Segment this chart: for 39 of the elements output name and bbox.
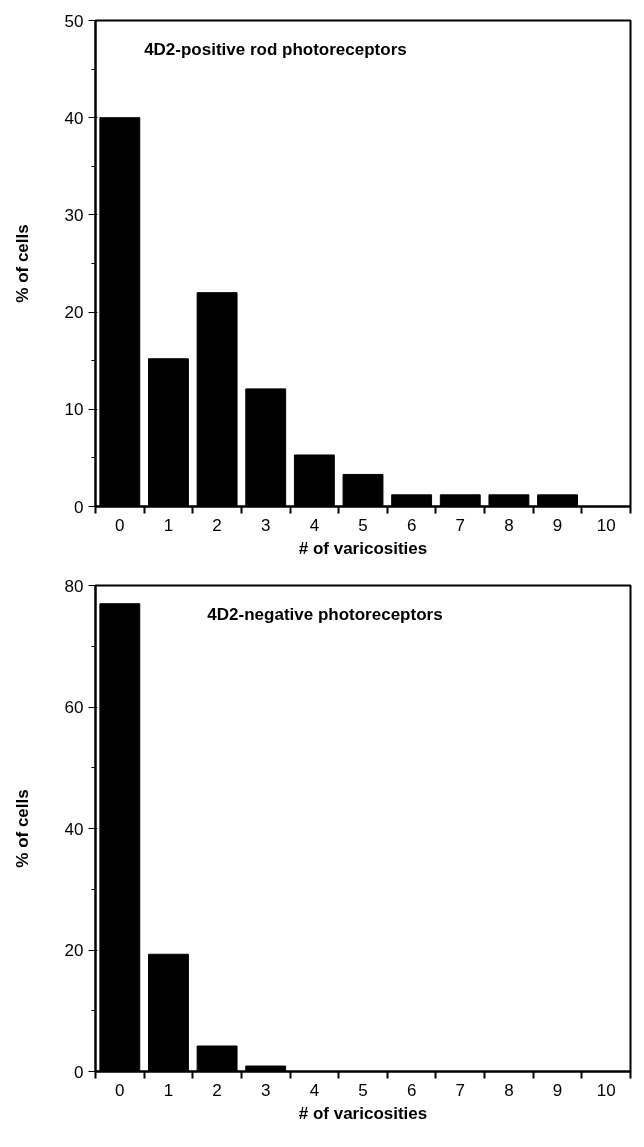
x-tick-label: 6 [406,1080,417,1100]
x-axis-title: # of varicosities [298,1103,428,1123]
x-tick-label: 1 [163,515,174,535]
x-tick-label: 5 [358,515,368,535]
x-tick-label: 4 [309,1080,320,1100]
y-tick-label: 20 [64,303,84,323]
text: 4D2-negative photoreceptors [207,605,443,625]
y-axis-title: % of cells [12,224,32,303]
x-tick-label: 7 [455,515,466,535]
y-tick-label: 0 [74,497,84,517]
x-tick-label: 7 [455,1080,466,1100]
x-tick-label: 8 [504,515,514,535]
x-tick-label: 9 [552,515,563,535]
y-tick-label: 30 [64,205,84,225]
y-tick-label: 40 [64,108,84,128]
y-tick-label: 10 [64,400,84,420]
x-tick-label: 6 [406,515,417,535]
x-tick-label: 3 [261,1080,271,1100]
y-tick-label: 80 [64,576,84,596]
text: 4D2-positive rod photoreceptors [144,40,407,60]
x-tick-label: 4 [309,515,320,535]
x-axis-title: # of varicosities [298,538,428,558]
y-tick-label: 60 [64,698,84,717]
y-axis-title: % of cells [12,789,32,868]
x-tick-label: 9 [552,1080,563,1100]
y-tick-label: 50 [64,11,84,31]
x-tick-label: 1 [163,1080,174,1100]
x-tick-label: 8 [504,1080,514,1100]
x-tick-label: 2 [212,515,222,535]
x-tick-label: 3 [261,515,271,535]
x-tick-label: 5 [358,1080,368,1100]
x-tick-label: 10 [596,515,616,535]
x-tick-label: 0 [115,515,125,535]
x-tick-label: 2 [212,1080,222,1100]
y-tick-label: 20 [64,941,84,960]
y-tick-label: 0 [74,1062,84,1082]
x-tick-label: 0 [115,1080,125,1100]
x-tick-label: 10 [596,1080,616,1100]
y-tick-label: 40 [64,819,84,839]
